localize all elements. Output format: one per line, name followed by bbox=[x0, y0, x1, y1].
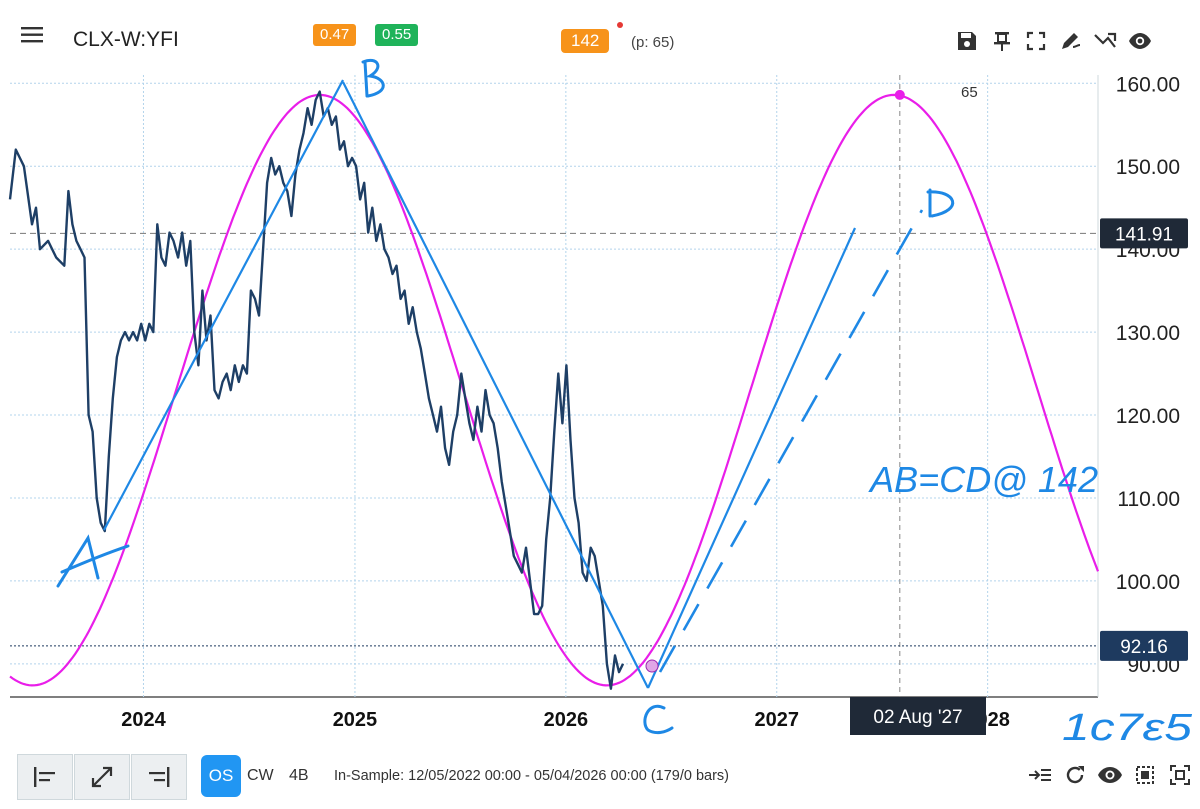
y-tick-label: 100.00 bbox=[1116, 571, 1180, 594]
handwritten-note: AB=CD@ 142 bbox=[868, 459, 1098, 500]
handdrawn-annotations: AB=CD@ 142 1c7ε5 bbox=[56, 59, 1193, 749]
correlation-badge-left: 0.47 bbox=[313, 24, 357, 46]
point-c-marker bbox=[645, 659, 659, 673]
letter-d-stroke bbox=[926, 188, 954, 218]
price-line-series bbox=[8, 90, 625, 690]
chart-footer: OS CW 4B In-Sample: 12/05/2022 00:00 - 0… bbox=[0, 751, 1200, 809]
align-right-icon bbox=[149, 767, 170, 787]
price-tag-layer: 141.91 92.16 bbox=[1100, 218, 1188, 661]
correlation-badge-right: 0.55 bbox=[375, 24, 419, 46]
save-icon[interactable] bbox=[950, 28, 985, 54]
alert-dot bbox=[617, 22, 623, 28]
line-b-c bbox=[342, 81, 649, 689]
y-tick-label: 150.00 bbox=[1116, 156, 1180, 179]
align-left-button[interactable] bbox=[17, 754, 73, 800]
x-tick-label: 2025 bbox=[333, 709, 378, 731]
cycle-period-badge[interactable]: 142 bbox=[561, 29, 610, 53]
cw-toggle[interactable]: CW bbox=[247, 767, 274, 784]
price-tag-label: 141.91 bbox=[1115, 224, 1173, 245]
focus-icon[interactable] bbox=[1162, 761, 1197, 789]
letter-a-stroke bbox=[56, 534, 130, 588]
y-tick-label: 160.00 bbox=[1116, 73, 1180, 96]
eye-icon[interactable] bbox=[1092, 761, 1127, 789]
price-tag-bg bbox=[1100, 630, 1188, 661]
cycle-peak-point bbox=[894, 89, 905, 100]
cycle-line bbox=[9, 93, 1100, 687]
pin-icon[interactable] bbox=[985, 28, 1020, 54]
x-axis: 2024 2025 2026 2027 2028 bbox=[121, 709, 1010, 731]
y-tick-label: 130.00 bbox=[1116, 322, 1180, 345]
draw-icon[interactable] bbox=[1054, 28, 1089, 54]
indent-icon[interactable] bbox=[1022, 761, 1057, 789]
x-tick-label: 2026 bbox=[544, 709, 589, 731]
price-tag-label: 92.16 bbox=[1120, 637, 1168, 658]
letter-c-stroke bbox=[643, 704, 674, 735]
x-tick-label: 2024 bbox=[121, 709, 166, 731]
cycle-peak-label: 65 bbox=[961, 84, 978, 101]
price-lines bbox=[10, 75, 1098, 697]
crosshair-date-label: 02 Aug '27 bbox=[873, 707, 962, 728]
symbol-title: CLX-W:YFI bbox=[73, 28, 179, 51]
y-tick-label: 120.00 bbox=[1116, 405, 1180, 428]
x-tick-label: 2027 bbox=[754, 709, 799, 731]
cycle-period-text: (p: 65) bbox=[631, 34, 675, 51]
chart-header: CLX-W:YFI 0.47 0.55 142 (p: 65) bbox=[0, 0, 1200, 76]
y-tick-label: 110.00 bbox=[1117, 488, 1180, 511]
select-icon[interactable] bbox=[1127, 761, 1162, 789]
os-toggle[interactable]: OS bbox=[201, 755, 241, 797]
chart-grid bbox=[10, 75, 1099, 698]
align-left-icon bbox=[34, 767, 55, 787]
price-tag-bg bbox=[1100, 218, 1188, 249]
align-right-button[interactable] bbox=[131, 754, 187, 800]
fullscreen-icon[interactable] bbox=[1019, 28, 1054, 54]
series-layer bbox=[8, 89, 1100, 690]
y-axis: 90.00100.00110.00120.00130.00140.00150.0… bbox=[1116, 73, 1180, 677]
crosshair-date-bg bbox=[850, 697, 986, 735]
expand-icon bbox=[91, 766, 113, 788]
letter-b-stroke bbox=[361, 59, 385, 98]
refresh-icon[interactable] bbox=[1057, 761, 1092, 789]
share-icon[interactable] bbox=[1088, 28, 1123, 54]
hamburger-menu-icon[interactable] bbox=[21, 25, 45, 45]
in-sample-range: In-Sample: 12/05/2022 00:00 - 05/04/2026… bbox=[334, 768, 730, 784]
line-c-d bbox=[646, 227, 857, 689]
expand-button[interactable] bbox=[74, 754, 130, 800]
4b-toggle[interactable]: 4B bbox=[289, 767, 309, 784]
toolbar bbox=[950, 28, 1157, 54]
footer-toolbar bbox=[1022, 761, 1197, 789]
line-a-b bbox=[103, 79, 344, 531]
price-chart[interactable]: 90.00100.00110.00120.00130.00140.00150.0… bbox=[0, 0, 1200, 751]
handwritten-signature: 1c7ε5 bbox=[1062, 707, 1193, 749]
eye-icon[interactable] bbox=[1123, 28, 1158, 54]
line-c-d-dashed bbox=[658, 209, 924, 673]
